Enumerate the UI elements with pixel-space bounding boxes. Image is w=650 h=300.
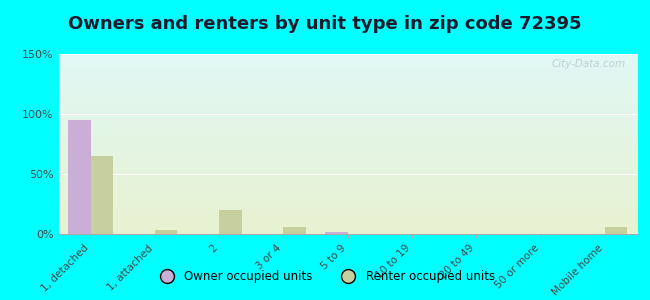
Bar (155, 230, 177, 234)
Text: Owners and renters by unit type in zip code 72395: Owners and renters by unit type in zip c… (68, 15, 582, 33)
Bar (90, 156, 113, 234)
Legend: Owner occupied units, Renter occupied units: Owner occupied units, Renter occupied un… (150, 266, 500, 288)
Bar (325, 232, 348, 234)
Bar (68, 120, 90, 234)
Bar (283, 227, 306, 234)
Bar (219, 210, 242, 234)
Text: City-Data.com: City-Data.com (551, 59, 625, 69)
Bar (605, 227, 627, 234)
